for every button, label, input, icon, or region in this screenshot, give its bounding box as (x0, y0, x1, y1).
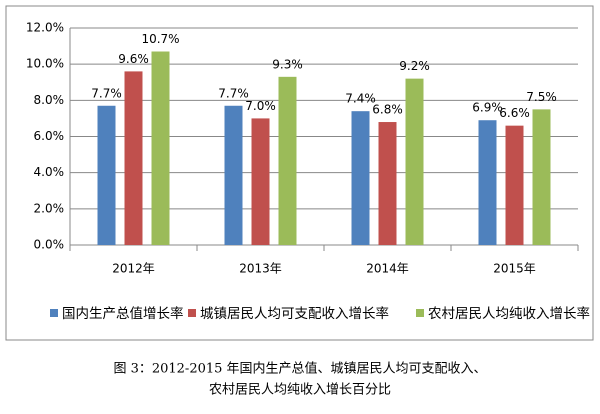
bar (378, 122, 397, 245)
caption: 农村居民人均纯收入增长百分比 (209, 383, 391, 398)
bar (97, 105, 116, 245)
legend-swatch (416, 309, 424, 317)
data-label: 6.9% (472, 101, 503, 115)
x-tick-label: 2012年 (112, 262, 155, 276)
data-label: 7.7% (91, 86, 122, 100)
bar (251, 118, 270, 245)
y-tick-label: 0.0% (34, 238, 65, 252)
bar (505, 125, 524, 245)
x-tick-label: 2014年 (366, 262, 409, 276)
y-tick-label: 6.0% (34, 129, 65, 143)
legend-label: 农村居民人均纯收入增长率 (428, 305, 590, 322)
bar (405, 78, 424, 245)
y-tick-label: 4.0% (34, 165, 65, 179)
data-label: 6.8% (372, 103, 403, 117)
bar (532, 109, 551, 245)
data-label: 10.7% (141, 32, 179, 46)
bar (224, 105, 243, 245)
bar (124, 71, 143, 246)
data-label: 9.6% (118, 52, 149, 66)
data-label: 9.3% (272, 57, 303, 71)
data-label: 7.4% (345, 92, 376, 106)
legend-swatch (50, 309, 58, 317)
y-tick-label: 12.0% (26, 21, 64, 35)
bar (278, 76, 297, 245)
x-tick-label: 2013年 (239, 262, 282, 276)
y-tick-label: 2.0% (34, 201, 65, 215)
legend-label: 城镇居民人均可支配收入增长率 (200, 305, 389, 322)
bar (351, 111, 370, 245)
data-label: 6.6% (499, 106, 530, 120)
data-label: 7.5% (526, 90, 557, 104)
data-label: 9.2% (399, 59, 430, 73)
y-tick-label: 8.0% (34, 93, 65, 107)
data-label: 7.0% (245, 99, 276, 113)
legend-swatch (188, 309, 196, 317)
bar (478, 120, 497, 245)
data-label: 7.7% (218, 86, 249, 100)
legend-label: 国内生产总值增长率 (62, 305, 184, 322)
y-tick-label: 10.0% (26, 57, 64, 71)
caption: 图 3：2012-2015 年国内生产总值、城镇居民人均可支配收入、 (113, 361, 486, 377)
bar (151, 51, 170, 246)
x-tick-label: 2015年 (493, 262, 536, 276)
